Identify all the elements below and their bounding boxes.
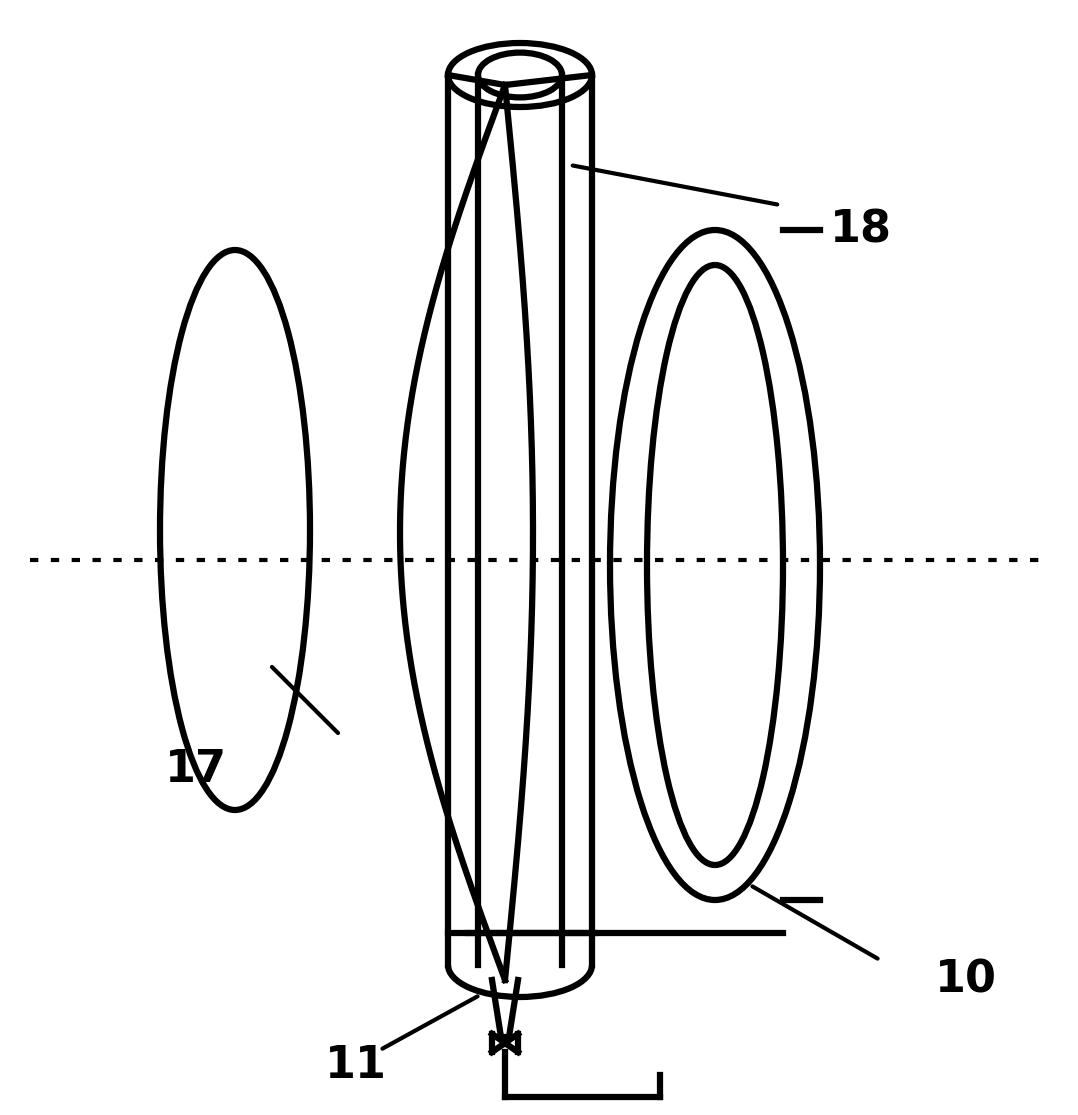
Text: 11: 11: [324, 1044, 387, 1086]
Text: 10: 10: [935, 959, 997, 1001]
Text: 18: 18: [830, 209, 892, 252]
Text: 17: 17: [165, 748, 227, 792]
